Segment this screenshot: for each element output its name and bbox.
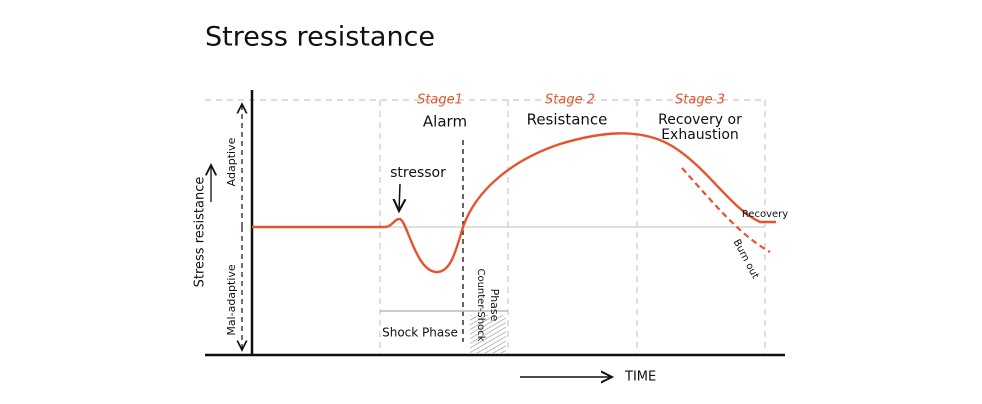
stage-name: Recovery or bbox=[658, 112, 742, 128]
counter-shock-label: Counter-Shock bbox=[475, 268, 486, 341]
y-axis-label: Stress resistance bbox=[193, 177, 208, 288]
lower-label: Mal-adaptive bbox=[225, 264, 238, 336]
upper-label: Adaptive bbox=[225, 137, 238, 186]
burn-out-label: Burn out bbox=[731, 238, 761, 281]
counter-shock-hatch bbox=[470, 315, 506, 353]
stage-name: Alarm bbox=[423, 113, 467, 131]
x-axis-label: TIME bbox=[624, 370, 656, 385]
stressor-arrow bbox=[399, 183, 400, 211]
stressor-label: stressor bbox=[390, 165, 446, 181]
stage-name: Exhaustion bbox=[661, 127, 739, 143]
stage-name: Resistance bbox=[527, 111, 608, 129]
title: Stress resistance bbox=[205, 22, 435, 53]
counter-shock-label: Phase bbox=[488, 289, 501, 322]
stress-curve bbox=[252, 132, 776, 274]
stage-label: Stage1 bbox=[417, 93, 463, 108]
stage-label: Stage 3 bbox=[675, 93, 725, 108]
recovery-label: Recovery bbox=[742, 209, 788, 220]
stage-label: Stage 2 bbox=[545, 93, 595, 108]
shock-phase-label: Shock Phase bbox=[382, 326, 458, 340]
burn-out-curve bbox=[681, 167, 771, 253]
